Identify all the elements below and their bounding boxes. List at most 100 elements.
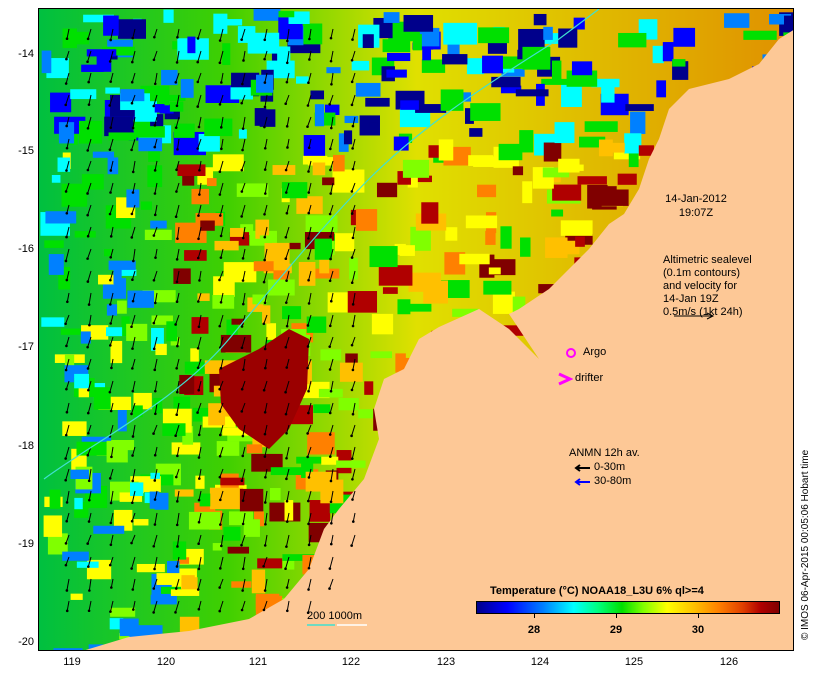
velocity-arrow <box>285 534 290 547</box>
temperature-patch <box>306 316 327 333</box>
velocity-arrow-head <box>87 80 90 84</box>
velocity-arrow <box>330 248 334 260</box>
velocity-arrow <box>176 160 180 170</box>
velocity-arrow-head <box>196 411 199 414</box>
velocity-arrow-head <box>176 35 179 39</box>
lon-tick-label: 121 <box>248 656 268 668</box>
velocity-arrow <box>110 490 114 504</box>
velocity-arrow-head <box>241 236 245 240</box>
velocity-arrow <box>87 226 92 237</box>
velocity-arrow-head <box>218 193 222 196</box>
velocity-arrow <box>330 226 334 237</box>
temperature-patch <box>155 343 167 356</box>
temperature-patch <box>547 175 561 183</box>
velocity-arrow <box>198 490 202 501</box>
velocity-arrow <box>330 50 334 62</box>
temperature-patch <box>101 46 136 56</box>
temperature-patch <box>49 489 61 509</box>
temperature-patch <box>393 136 409 151</box>
velocity-arrow-head <box>328 411 332 415</box>
temperature-patch <box>322 177 335 186</box>
velocity-arrow <box>219 28 224 41</box>
temperature-patch <box>41 317 65 327</box>
temperature-patch <box>488 267 501 275</box>
velocity-arrow-head <box>87 479 91 483</box>
velocity-arrow <box>242 248 246 259</box>
temperature-patch <box>378 265 413 286</box>
velocity-arrow-head <box>307 81 310 85</box>
velocity-arrow-head <box>351 520 355 523</box>
velocity-arrow <box>176 138 180 150</box>
lon-tick-label: 119 <box>63 656 81 668</box>
velocity-arrow-head <box>350 80 354 84</box>
temperature-patch <box>133 519 149 526</box>
velocity-arrow <box>176 380 180 393</box>
temperature-patch <box>501 325 524 336</box>
temperature-patch <box>440 89 464 111</box>
temperature-patch <box>177 557 190 564</box>
temperature-patch <box>320 479 344 504</box>
temperature-patch <box>314 104 325 127</box>
velocity-arrow-head <box>196 60 200 64</box>
temperature-patch <box>584 121 618 132</box>
temperature-patch <box>106 304 118 316</box>
temperature-patch <box>270 467 305 476</box>
velocity-arrow-head <box>351 124 355 128</box>
velocity-arrow-head <box>329 479 333 483</box>
velocity-arrow <box>351 204 356 214</box>
temperature-patch <box>652 45 664 64</box>
temperature-patch <box>174 123 195 138</box>
velocity-arrow <box>264 534 268 546</box>
lon-tick-label: 126 <box>719 656 739 668</box>
temperature-patch <box>460 92 472 102</box>
velocity-arrow-head <box>86 37 90 41</box>
velocity-arrow <box>219 380 224 390</box>
velocity-arrow <box>65 534 70 544</box>
velocity-arrow-head <box>284 102 288 106</box>
velocity-arrow <box>264 182 268 194</box>
temperature-patch <box>371 313 394 335</box>
velocity-arrow-head <box>351 498 354 501</box>
velocity-arrow-head <box>131 126 135 130</box>
velocity-arrow <box>131 556 136 569</box>
velocity-arrow-head <box>131 299 135 303</box>
velocity-arrow <box>352 292 356 305</box>
temperature-patch <box>303 135 326 158</box>
anmn-shallow-arrow-icon <box>574 464 590 472</box>
velocity-arrow <box>285 336 290 348</box>
velocity-arrow <box>351 446 356 459</box>
velocity-arrow <box>219 600 224 612</box>
velocity-arrow-head <box>131 389 135 393</box>
velocity-arrow <box>264 490 268 503</box>
velocity-arrow-head <box>263 105 267 109</box>
velocity-arrow <box>308 160 312 172</box>
velocity-arrow <box>65 358 70 371</box>
temperature-patch <box>46 58 69 79</box>
temperature-patch <box>50 92 72 113</box>
lat-tick-label: -19 <box>18 538 34 550</box>
velocity-arrow-head <box>196 147 199 150</box>
velocity-arrow <box>219 490 224 501</box>
velocity-arrow <box>131 314 136 327</box>
temperature-patch <box>334 233 355 252</box>
velocity-arrow-head <box>307 211 311 215</box>
velocity-arrow-head <box>130 541 133 545</box>
temperature-patch <box>543 142 562 162</box>
colorbar-tick-29: 29 <box>609 624 623 636</box>
velocity-arrow-head <box>328 324 332 328</box>
velocity-arrow-head <box>329 36 333 40</box>
bathy-contour-200m <box>43 9 600 480</box>
temperature-patch <box>597 189 629 206</box>
velocity-arrow <box>285 468 290 479</box>
temperature-patch <box>296 76 309 84</box>
temperature-patch <box>591 78 620 88</box>
velocity-arrow-head <box>240 410 244 413</box>
velocity-arrow <box>132 446 136 456</box>
lat-tick-label: -18 <box>18 440 34 452</box>
temperature-patch <box>500 85 522 94</box>
velocity-arrow-head <box>241 522 245 526</box>
velocity-arrow <box>153 336 158 349</box>
temperature-patch <box>159 105 174 114</box>
velocity-arrow-head <box>285 586 289 589</box>
temperature-patch <box>126 323 148 341</box>
